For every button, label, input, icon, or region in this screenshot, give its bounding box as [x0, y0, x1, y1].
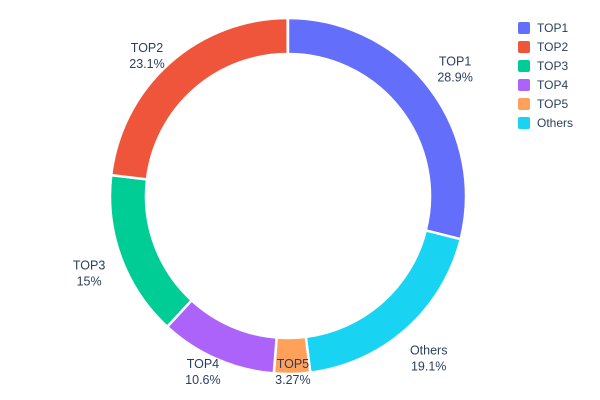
pie-slice-top2[interactable] [109, 16, 289, 181]
legend-item-top4[interactable]: TOP4 [518, 79, 573, 91]
legend-item-label: Others [537, 116, 574, 130]
slice-label-top2: TOP2 23.1% [129, 41, 164, 71]
legend-item-label: TOP3 [537, 59, 569, 73]
legend-item-top1[interactable]: TOP1 [518, 22, 573, 34]
legend-swatch-top1 [518, 22, 530, 34]
pie-slice-top1[interactable] [286, 16, 468, 241]
legend-item-label: TOP5 [537, 97, 569, 111]
slice-label-top5: TOP5 3.27% [275, 357, 310, 387]
legend-item-others[interactable]: Others [518, 117, 573, 129]
legend-item-label: TOP2 [537, 40, 569, 54]
slice-label-top3: TOP3 15% [73, 258, 105, 288]
legend-item-top5[interactable]: TOP5 [518, 98, 573, 110]
slice-label-others: Others 19.1% [410, 344, 448, 374]
legend-swatch-others [518, 117, 530, 129]
pie-slice-top4[interactable] [165, 299, 278, 375]
legend-swatch-top3 [518, 60, 530, 72]
legend: TOP1 TOP2 TOP3 TOP4 TOP5 Others [518, 22, 573, 129]
legend-item-label: TOP1 [537, 21, 569, 35]
legend-swatch-top2 [518, 41, 530, 53]
legend-item-top3[interactable]: TOP3 [518, 60, 573, 72]
slice-label-top1: TOP1 28.9% [437, 55, 472, 85]
pie-slice-top3[interactable] [108, 173, 193, 328]
legend-item-label: TOP4 [537, 78, 569, 92]
legend-swatch-top5 [518, 98, 530, 110]
legend-item-top2[interactable]: TOP2 [518, 41, 573, 53]
legend-swatch-top4 [518, 79, 530, 91]
slice-label-top4: TOP4 10.6% [185, 357, 220, 387]
